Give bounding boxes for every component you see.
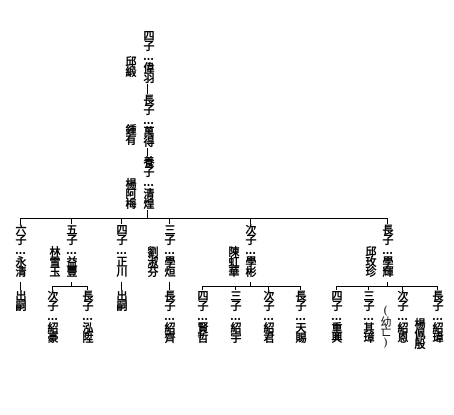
person-eldest-son-wande: 長子…萬得 bbox=[142, 94, 155, 146]
grandchild-eldest-son-hongsheng: 長子…泓陞 bbox=[81, 290, 94, 342]
drop-line bbox=[437, 286, 438, 290]
kids-bar bbox=[336, 286, 437, 287]
drop-line bbox=[235, 286, 236, 290]
spouse-qiu-duan: 邱緞 bbox=[124, 56, 137, 76]
person-4th-son-weiyu: 四子…偉羽 bbox=[142, 30, 155, 82]
connector-line bbox=[387, 282, 388, 286]
spouse-lin-xueyu: 林雪玉 bbox=[48, 246, 61, 276]
connector-line bbox=[147, 84, 148, 94]
spouse-zhong-you: 鍾有 bbox=[124, 124, 137, 144]
grandchild-3rd-son-shaoyu: 三子…紹宇 bbox=[229, 290, 242, 342]
drop-line bbox=[250, 218, 251, 224]
grandchild-4th-son-xianzhe: 四子…賢哲 bbox=[196, 290, 209, 342]
connector-line bbox=[71, 282, 72, 286]
grandchild-4th-son-chongxing: 四子…重興 bbox=[330, 290, 343, 342]
drop-line bbox=[387, 218, 388, 224]
child-2nd-son: 次子…學彬 bbox=[244, 224, 257, 276]
died-young-note: (幼亡) bbox=[379, 304, 392, 348]
kids-bar bbox=[52, 286, 87, 287]
trunk-line bbox=[147, 210, 148, 218]
spouse-yang-amei: 楊阿梅 bbox=[124, 178, 137, 208]
adopted-out-label: 出嗣 bbox=[115, 290, 128, 310]
connector-line bbox=[147, 148, 148, 156]
generation-bar bbox=[20, 218, 388, 219]
child-4th-son: 四子…正川 bbox=[115, 224, 128, 276]
drop-line bbox=[71, 218, 72, 224]
grandchild-3rd-son-qizhang: 三子…其璋 bbox=[362, 290, 375, 342]
drop-line bbox=[52, 286, 53, 290]
drop-line bbox=[20, 218, 21, 224]
child-3rd-son: 三子…學烜 bbox=[163, 224, 176, 276]
adopted-out-label: 出嗣 bbox=[14, 290, 27, 310]
drop-line bbox=[336, 286, 337, 290]
drop-line bbox=[300, 286, 301, 290]
drop-line bbox=[121, 218, 122, 224]
person-adopted-son-qinghuang: 養子…清煌 bbox=[142, 156, 155, 208]
connector-line bbox=[121, 282, 122, 290]
child-5th-son: 五子…益豐 bbox=[65, 224, 78, 276]
spouse-qiu-meizhen: 邱玫珍 bbox=[364, 246, 377, 276]
grandchild-eldest-son-shaowei: 長子…紹瑋 bbox=[431, 290, 444, 342]
connector-line bbox=[250, 282, 251, 286]
drop-line bbox=[268, 286, 269, 290]
child-6th-son: 六子…永清 bbox=[14, 224, 27, 276]
drop-line bbox=[402, 286, 403, 290]
grandchild-2nd-son-shaohao: 次子…紹豪 bbox=[46, 290, 59, 342]
drop-line bbox=[202, 286, 203, 290]
spouse-yang-peiyin: 楊佩殷 bbox=[413, 318, 426, 348]
grandchild-eldest-son-tianci: 長子…天賜 bbox=[294, 290, 307, 342]
spouse-liu-shufen: 劉淑芬 bbox=[146, 246, 159, 276]
grandchild-2nd-son-shaoen: 次子…紹恩 bbox=[396, 290, 409, 342]
spouse-chen-honghua: 陳虹華 bbox=[227, 246, 240, 276]
connector-line bbox=[20, 282, 21, 290]
drop-line bbox=[169, 218, 170, 224]
grandchild-2nd-son-shaojun: 次子…紹君 bbox=[262, 290, 275, 342]
drop-line bbox=[87, 286, 88, 290]
connector-line bbox=[169, 282, 170, 290]
kids-bar bbox=[202, 286, 300, 287]
grandchild-eldest-son-shaoqi: 長子…紹齊 bbox=[163, 290, 176, 342]
drop-line bbox=[368, 286, 369, 290]
child-eldest-son: 長子…學輝 bbox=[381, 224, 394, 276]
